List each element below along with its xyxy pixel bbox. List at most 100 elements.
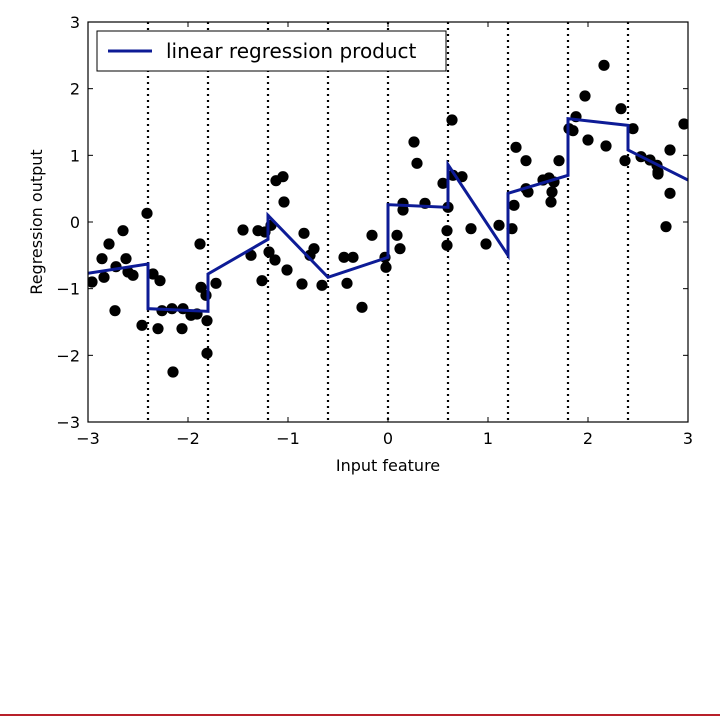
plot-area xyxy=(87,21,689,423)
bin-edges xyxy=(146,22,630,422)
data-point xyxy=(263,246,275,258)
data-point xyxy=(147,268,159,280)
y-tick-label: 2 xyxy=(70,80,80,99)
data-point xyxy=(465,223,477,235)
plot-frame xyxy=(87,21,689,423)
data-point xyxy=(553,155,565,167)
data-point xyxy=(109,305,121,317)
data-point xyxy=(120,253,132,265)
data-point xyxy=(256,275,268,287)
data-point xyxy=(194,238,206,250)
data-point xyxy=(154,275,166,287)
x-tick-label: 2 xyxy=(583,429,593,448)
bottom-divider xyxy=(0,714,720,716)
data-point xyxy=(582,134,594,146)
x-tick-label: −2 xyxy=(176,429,200,448)
data-point xyxy=(167,366,179,378)
data-point xyxy=(480,238,492,250)
data-point xyxy=(664,187,676,199)
data-point xyxy=(394,243,406,255)
x-axis-label: Input feature xyxy=(336,456,440,475)
data-point xyxy=(366,229,378,241)
y-axis-label: Regression output xyxy=(27,149,46,294)
data-point xyxy=(245,249,257,261)
data-point xyxy=(391,229,403,241)
data-point xyxy=(277,171,289,183)
data-point xyxy=(237,224,249,236)
x-tick-label: −3 xyxy=(76,429,100,448)
data-point xyxy=(598,59,610,71)
data-point xyxy=(652,166,664,178)
x-tick-label: −1 xyxy=(276,429,300,448)
data-point xyxy=(356,301,368,313)
x-tick-label: 0 xyxy=(383,429,393,448)
legend-label: linear regression product xyxy=(166,39,417,63)
data-point xyxy=(88,276,98,288)
data-point xyxy=(127,269,139,281)
data-point xyxy=(281,264,293,276)
data-point xyxy=(493,219,505,231)
data-point xyxy=(579,90,591,102)
data-point xyxy=(316,279,328,291)
data-point xyxy=(546,186,558,198)
data-point xyxy=(269,254,281,266)
axis-ticks xyxy=(87,21,689,423)
data-point xyxy=(278,196,290,208)
y-tick-label: −1 xyxy=(56,280,80,299)
data-point xyxy=(664,144,676,156)
data-point xyxy=(141,207,153,219)
data-point xyxy=(201,347,213,359)
y-tick-labels: −3 −2 −1 0 1 2 3 xyxy=(56,13,80,432)
data-point xyxy=(200,289,212,301)
data-point xyxy=(380,261,392,273)
x-tick-labels: −3 −2 −1 0 1 2 3 xyxy=(76,429,693,448)
data-point xyxy=(510,141,522,153)
data-point xyxy=(520,155,532,167)
x-tick-label: 1 xyxy=(483,429,493,448)
data-point xyxy=(308,243,320,255)
data-point xyxy=(195,281,207,293)
legend: linear regression product xyxy=(96,30,447,72)
data-point xyxy=(600,140,612,152)
data-point xyxy=(152,323,164,335)
data-point xyxy=(201,315,213,327)
data-point xyxy=(408,136,420,148)
data-point xyxy=(545,196,557,208)
data-point xyxy=(96,253,108,265)
data-point xyxy=(296,278,308,290)
data-point xyxy=(347,251,359,263)
data-point xyxy=(341,277,353,289)
data-point xyxy=(397,204,409,216)
regression-line-layer xyxy=(88,116,688,313)
legend-box xyxy=(96,30,447,72)
data-point xyxy=(338,251,350,263)
y-tick-label: 1 xyxy=(70,146,80,165)
data-point xyxy=(98,271,110,283)
data-point xyxy=(627,123,639,135)
scatter-points xyxy=(88,59,688,378)
data-point xyxy=(615,103,627,115)
data-point xyxy=(508,199,520,211)
data-point xyxy=(441,239,453,251)
data-point xyxy=(136,319,148,331)
data-point xyxy=(210,277,222,289)
y-tick-label: 3 xyxy=(70,13,80,32)
data-point xyxy=(437,177,449,189)
data-point xyxy=(660,221,672,233)
x-tick-label: 3 xyxy=(683,429,693,448)
data-point xyxy=(619,155,631,167)
y-tick-label: −2 xyxy=(56,346,80,365)
data-point xyxy=(103,238,115,250)
data-point xyxy=(441,225,453,237)
data-point xyxy=(298,227,310,239)
data-point xyxy=(446,114,458,126)
y-tick-label: −3 xyxy=(56,413,80,432)
data-point xyxy=(411,157,423,169)
data-point xyxy=(176,323,188,335)
data-point xyxy=(117,225,129,237)
y-tick-label: 0 xyxy=(70,213,80,232)
regression-line xyxy=(88,116,688,313)
data-point xyxy=(567,125,579,137)
data-point xyxy=(678,118,688,130)
